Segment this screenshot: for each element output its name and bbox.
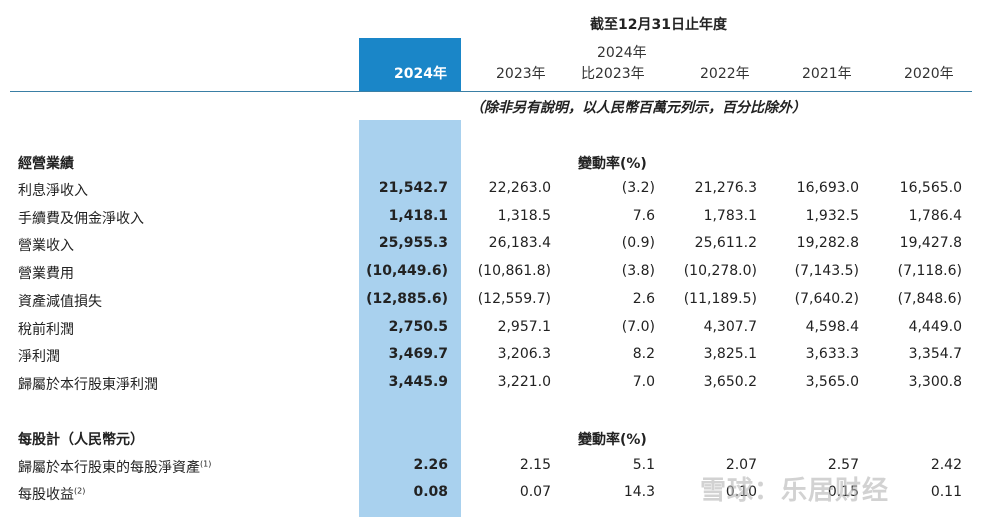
cell-chg: 7.0	[632, 373, 655, 390]
cell-y2020: 1,786.4	[908, 207, 962, 224]
row-label-text: 歸屬於本行股東的每股淨資產	[18, 460, 200, 476]
cell-y2023: (12,559.7)	[477, 290, 551, 307]
current-year-column-highlight	[359, 120, 461, 517]
cell-y2024: (10,449.6)	[366, 263, 448, 280]
cell-y2021: 19,282.8	[796, 235, 859, 252]
header-divider	[10, 91, 972, 92]
row-label: 營業費用	[18, 263, 74, 283]
cell-y2021: (7,143.5)	[794, 263, 859, 280]
cell-y2023: (10,861.8)	[477, 263, 551, 280]
row-label-text: 淨利潤	[18, 349, 60, 366]
cell-y2024: 2.26	[413, 457, 448, 473]
cell-y2024: 0.08	[413, 484, 448, 500]
row-label-text: 手續費及佣金淨收入	[18, 210, 144, 227]
units-note: （除非另有說明，以人民幣百萬元列示，百分比除外）	[470, 100, 806, 116]
cell-y2024: 1,418.1	[388, 207, 448, 224]
row-label: 每股收益(2)	[18, 484, 85, 504]
cell-y2020: 3,300.8	[908, 373, 962, 390]
cell-y2021: 2.57	[827, 457, 859, 473]
cell-y2020: (7,848.6)	[897, 290, 962, 307]
cell-y2023: 3,206.3	[497, 346, 551, 363]
row-label-text: 資產減值損失	[18, 293, 102, 310]
section-title-per-share: 每股計（人民幣元）	[18, 432, 144, 448]
row-label: 營業收入	[18, 235, 74, 255]
cell-y2024: 2,750.5	[388, 318, 448, 335]
period-title: 截至12月31日止年度	[590, 17, 727, 33]
row-label: 資產減值損失	[18, 291, 102, 311]
cell-y2021: 0.15	[827, 484, 859, 500]
footnote-marker: (2)	[74, 486, 86, 496]
footnote-marker: (1)	[200, 459, 212, 469]
comparison-header-line2: 比2023年	[581, 66, 645, 82]
row-label-text: 利息淨收入	[18, 183, 88, 199]
row-label-text: 營業費用	[18, 266, 74, 283]
row-label-text: 稅前利潤	[18, 321, 74, 338]
cell-chg: (7.0)	[621, 318, 655, 335]
cell-y2024: 21,542.7	[378, 180, 448, 196]
year-header-2024: 2024年	[394, 66, 447, 82]
row-label-text: 營業收入	[18, 238, 74, 255]
watermark-logo: 雪球：乐居财经	[700, 476, 890, 506]
section-title-operating: 經營業績	[18, 156, 74, 172]
cell-y2020: 3,354.7	[908, 346, 962, 363]
cell-y2022: 25,611.2	[694, 235, 757, 252]
cell-y2020: 4,449.0	[908, 318, 962, 335]
row-label: 歸屬於本行股東淨利潤	[18, 374, 158, 394]
cell-y2021: 16,693.0	[796, 180, 859, 196]
year-header-2023: 2023年	[496, 66, 546, 82]
cell-chg: 7.6	[632, 207, 655, 224]
cell-y2022: 21,276.3	[694, 180, 757, 196]
cell-y2021: 3,633.3	[805, 346, 859, 363]
cell-y2024: 3,445.9	[388, 373, 448, 390]
cell-y2024: 3,469.7	[388, 346, 448, 363]
cell-chg: 2.6	[632, 290, 655, 307]
cell-y2023: 1,318.5	[497, 207, 551, 224]
cell-y2020: 0.11	[930, 484, 962, 500]
year-header-2021: 2021年	[802, 66, 852, 82]
cell-y2021: 3,565.0	[805, 373, 859, 390]
cell-chg: 14.3	[623, 484, 655, 500]
cell-chg: 5.1	[632, 457, 655, 473]
cell-y2020: 19,427.8	[899, 235, 962, 252]
cell-y2023: 26,183.4	[488, 235, 551, 252]
cell-chg: (3.8)	[621, 263, 655, 280]
row-label: 手續費及佣金淨收入	[18, 208, 144, 228]
cell-y2022: 1,783.1	[703, 207, 757, 224]
cell-y2023: 2.15	[519, 457, 551, 473]
cell-y2022: 3,825.1	[703, 346, 757, 363]
cell-y2022: (10,278.0)	[683, 263, 757, 280]
cell-chg: 8.2	[632, 346, 655, 363]
row-label: 利息淨收入	[18, 180, 88, 200]
cell-y2022: 3,650.2	[703, 373, 757, 390]
row-label-text: 歸屬於本行股東淨利潤	[18, 376, 158, 393]
cell-chg: (0.9)	[621, 235, 655, 252]
current-year-header-highlight	[359, 38, 461, 91]
cell-y2021: (7,640.2)	[794, 290, 859, 307]
cell-y2023: 22,263.0	[488, 180, 551, 196]
cell-y2022: 2.07	[725, 457, 757, 473]
change-rate-label-per-share: 變動率(%)	[578, 432, 647, 448]
year-header-2020: 2020年	[904, 66, 954, 82]
cell-y2024: 25,955.3	[378, 235, 448, 252]
change-rate-label: 變動率(%)	[578, 156, 647, 172]
row-label: 歸屬於本行股東的每股淨資產(1)	[18, 457, 211, 477]
cell-y2023: 0.07	[519, 484, 551, 500]
cell-y2022: 0.10	[725, 484, 757, 500]
cell-y2021: 4,598.4	[805, 318, 859, 335]
cell-y2023: 3,221.0	[497, 373, 551, 390]
cell-y2023: 2,957.1	[497, 318, 551, 335]
cell-y2022: (11,189.5)	[683, 290, 757, 307]
cell-chg: (3.2)	[621, 180, 655, 196]
cell-y2024: (12,885.6)	[366, 290, 448, 307]
cell-y2020: 2.42	[930, 457, 962, 473]
row-label-text: 每股收益	[18, 487, 74, 503]
row-label: 淨利潤	[18, 346, 60, 366]
cell-y2020: 16,565.0	[899, 180, 962, 196]
row-label: 稅前利潤	[18, 319, 74, 339]
year-header-2022: 2022年	[700, 66, 750, 82]
cell-y2022: 4,307.7	[703, 318, 757, 335]
cell-y2021: 1,932.5	[805, 207, 859, 224]
cell-y2020: (7,118.6)	[897, 263, 962, 280]
comparison-header-line1: 2024年	[597, 45, 647, 61]
